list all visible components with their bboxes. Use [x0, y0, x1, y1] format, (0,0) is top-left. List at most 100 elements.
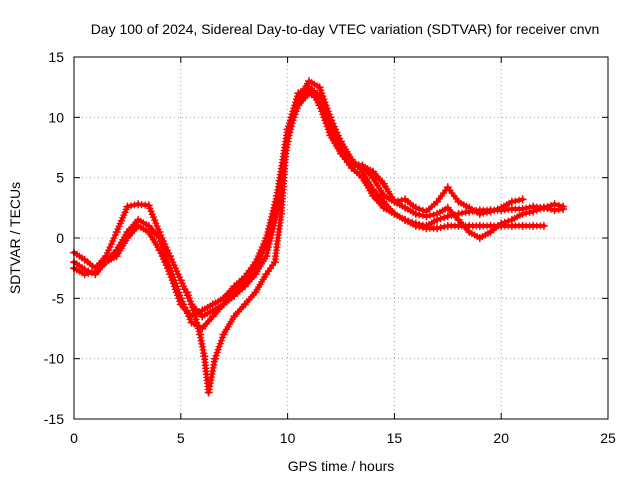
sample-marker	[504, 205, 512, 213]
sample-marker	[430, 217, 438, 225]
y-tick-label: 10	[48, 109, 64, 125]
x-tick-label: 10	[280, 430, 296, 446]
sample-marker	[142, 227, 150, 234]
sample-marker	[180, 282, 187, 290]
data-point	[550, 200, 559, 209]
sample-marker	[216, 340, 224, 348]
sample-marker	[368, 189, 375, 197]
sample-marker	[536, 222, 544, 230]
sample-marker	[547, 201, 555, 209]
sample-marker	[78, 269, 86, 277]
sample-marker	[378, 201, 386, 209]
sample-marker	[440, 214, 448, 221]
data-point	[518, 195, 527, 204]
sample-marker	[212, 352, 220, 360]
sample-marker	[462, 208, 470, 216]
sample-marker	[162, 261, 170, 269]
sample-marker	[268, 210, 276, 218]
sample-marker	[271, 201, 279, 209]
sample-marker	[257, 246, 265, 254]
sample-marker	[451, 222, 459, 230]
sample-marker	[430, 200, 438, 208]
sample-marker	[132, 224, 140, 232]
sample-marker	[170, 282, 178, 290]
sample-marker	[122, 205, 130, 213]
sample-marker	[472, 222, 480, 230]
sample-marker	[271, 198, 279, 206]
sample-marker	[437, 215, 445, 223]
sample-marker	[463, 202, 470, 210]
sample-marker	[515, 222, 523, 230]
sample-marker	[169, 279, 177, 287]
sample-marker	[317, 86, 325, 94]
sample-marker	[195, 328, 203, 335]
sample-marker	[159, 255, 167, 263]
x-tick-label: 25	[600, 430, 616, 446]
sample-marker	[127, 202, 135, 210]
sample-marker	[289, 110, 297, 118]
sample-marker	[228, 291, 236, 299]
sample-marker	[99, 261, 107, 268]
sample-marker	[318, 98, 326, 106]
sample-marker	[200, 349, 208, 357]
sample-marker	[290, 107, 298, 115]
sample-marker	[239, 303, 247, 311]
sample-marker	[167, 273, 175, 281]
sample-marker	[483, 222, 491, 230]
sample-marker	[272, 195, 280, 203]
series-layer	[70, 77, 568, 397]
sample-marker	[277, 213, 285, 221]
sample-marker	[219, 334, 226, 341]
sample-marker	[303, 92, 311, 100]
sample-marker	[479, 209, 487, 217]
sample-marker	[555, 201, 563, 209]
sample-marker	[122, 237, 130, 245]
sample-marker	[329, 125, 337, 133]
sample-marker	[207, 315, 215, 323]
sample-marker	[249, 273, 257, 281]
sample-marker	[213, 349, 221, 357]
sample-marker	[458, 209, 466, 217]
sample-marker	[174, 291, 182, 299]
sample-marker	[78, 254, 86, 262]
sample-marker	[109, 237, 117, 245]
sample-marker	[196, 308, 203, 316]
sample-marker	[494, 205, 502, 213]
sample-marker	[495, 222, 502, 230]
data-point	[486, 207, 495, 216]
sample-marker	[544, 203, 551, 211]
sample-marker	[430, 211, 438, 219]
sample-marker	[389, 195, 397, 203]
sample-marker	[515, 205, 523, 213]
sample-marker	[536, 205, 544, 213]
sample-marker	[157, 237, 164, 245]
sample-marker	[415, 223, 423, 231]
sample-marker	[505, 199, 513, 207]
data-point	[559, 202, 568, 211]
sample-marker	[157, 249, 165, 257]
sample-marker	[190, 309, 198, 317]
sample-marker	[258, 243, 266, 251]
sample-marker	[263, 231, 271, 239]
sample-marker	[228, 285, 236, 293]
sample-marker	[192, 315, 200, 323]
x-tick-label: 0	[70, 430, 78, 446]
sample-marker	[161, 258, 169, 266]
sample-marker	[473, 208, 481, 216]
sample-marker	[168, 276, 176, 284]
sample-marker	[333, 134, 341, 142]
sample-marker	[452, 214, 460, 221]
sample-marker	[441, 205, 449, 213]
sample-marker	[334, 138, 342, 145]
sample-marker	[111, 231, 119, 239]
sample-marker	[188, 300, 195, 308]
x-tick-label: 15	[387, 430, 403, 446]
sample-marker	[214, 346, 222, 354]
sample-marker	[356, 171, 364, 179]
sample-marker	[332, 131, 340, 139]
sample-marker	[197, 337, 205, 345]
sample-marker	[270, 204, 278, 212]
sample-marker	[131, 201, 138, 209]
sample-marker	[249, 261, 257, 269]
sample-marker	[516, 211, 524, 219]
